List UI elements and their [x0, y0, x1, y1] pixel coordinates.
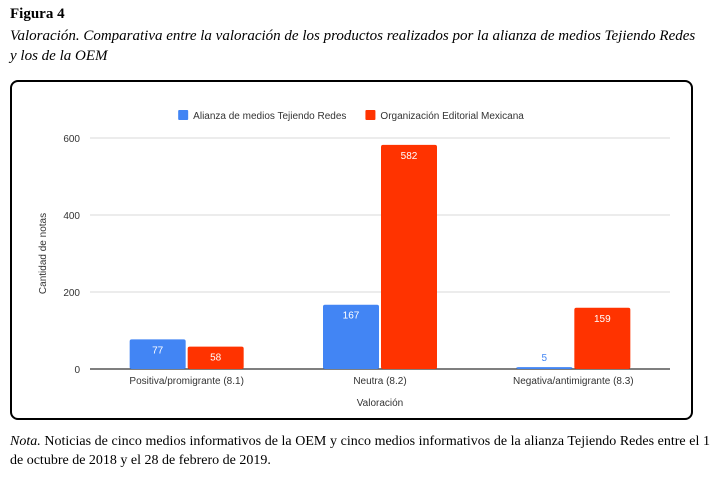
axes: 0 200 400 600 Positiva/promigrante (8.1) Neut…: [38, 134, 634, 409]
x-tick-label: Neutra (8.2): [353, 376, 406, 387]
bar: [129, 339, 186, 369]
x-tick-label: Negativa/antimigrante (8.3): [513, 376, 634, 387]
y-tick-label: 0: [74, 365, 80, 376]
chart-frame: 77 58 167 582 5 159 0 200 400 600 Positiva/promig…: [10, 80, 693, 420]
bar: [516, 367, 573, 369]
legend-swatch: [178, 110, 189, 120]
data-label: 159: [594, 314, 611, 325]
y-tick-label: 600: [63, 134, 80, 145]
legend: Alianza de medios Tejiendo Redes Organiza…: [178, 110, 524, 122]
bar-chart: 77 58 167 582 5 159 0 200 400 600 Positiva/promig…: [38, 110, 670, 409]
x-tick-label: Positiva/promigrante (8.1): [129, 376, 244, 387]
bar: [323, 304, 379, 369]
y-tick-label: 400: [63, 211, 80, 222]
data-label: 5: [542, 353, 548, 364]
y-tick-label: 200: [63, 288, 80, 299]
figure-note: Nota. Noticias de cinco medios informati…: [10, 432, 710, 470]
legend-swatch: [365, 110, 376, 120]
y-axis-title: Cantidad de notas: [38, 213, 49, 294]
data-label: 58: [210, 353, 222, 364]
legend-label: Alianza de medios Tejiendo Redes: [193, 111, 346, 122]
bar: [187, 346, 244, 369]
data-label: 167: [343, 311, 360, 322]
note-text: Noticias de cinco medios informativos de…: [10, 434, 711, 468]
data-label: 77: [152, 345, 164, 356]
figure-label: Figura 4: [10, 6, 65, 22]
legend-label: Organización Editorial Mexicana: [380, 111, 524, 122]
data-label: 582: [401, 151, 418, 162]
data-labels: 77 58 167 582 5 159: [152, 151, 611, 364]
note-prefix: Nota.: [10, 434, 41, 449]
bar: [381, 144, 437, 369]
gridlines: [90, 137, 670, 370]
figure-title: Valoración. Comparativa entre la valorac…: [10, 28, 696, 64]
bars: [129, 144, 631, 369]
x-axis-title: Valoración: [357, 398, 404, 409]
bar: [574, 307, 631, 369]
